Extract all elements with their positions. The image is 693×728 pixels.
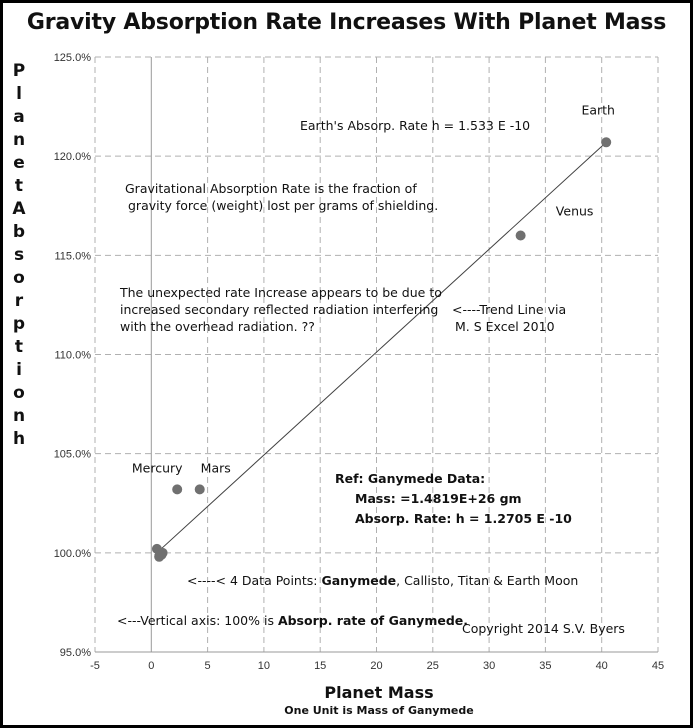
axes	[95, 57, 658, 653]
chart-title: Gravity Absorption Rate Increases With P…	[26, 10, 667, 35]
tick-labels: -5 0 5 10 15 20 25 30 35 40 45 95.0% 100.0% 105.0% 110…	[54, 52, 664, 672]
y-tick-label: 110.0%	[55, 350, 92, 362]
y-axis-label-char: p	[12, 314, 26, 334]
x-tick-label: 40	[596, 660, 608, 672]
y-tick-label: 115.0%	[55, 250, 92, 262]
point-label-mercury: Mercury	[132, 460, 183, 475]
data-point	[156, 549, 167, 560]
y-tick-label: 125.0%	[54, 52, 92, 64]
x-axis-sublabel: One Unit is Mass of Ganymede	[284, 704, 474, 717]
unexpected-line-1: The unexpected rate Increase appears to …	[119, 285, 442, 300]
vertical-axis-note: <---Vertical axis: 100% is Absorp. rate …	[117, 613, 468, 628]
y-axis-label-char: h	[12, 429, 26, 449]
point-labels: Mercury Mars Venus Earth	[132, 102, 615, 475]
data-point-mercury	[172, 484, 183, 495]
x-tick-label: 45	[652, 660, 664, 672]
y-tick-label: 120.0%	[54, 151, 92, 163]
x-tick-label: 25	[427, 660, 439, 672]
x-tick-label: -5	[90, 660, 100, 672]
earth-rate-note: Earth's Absorp. Rate h = 1.533 E -10	[300, 118, 530, 133]
definition-line-2: gravity force (weight) lost per grams of…	[128, 198, 438, 213]
unexpected-line-2: increased secondary reflected radiation …	[120, 302, 438, 317]
y-axis-label-char: e	[13, 153, 25, 173]
trend-line	[154, 141, 607, 556]
data-points-note: <----< 4 Data Points: Ganymede, Callisto…	[187, 573, 578, 588]
y-axis-label-char: A	[12, 199, 26, 219]
y-axis-label-char: P	[12, 61, 26, 81]
y-axis-label-char: l	[16, 84, 22, 104]
trend-note-2: M. S Excel 2010	[455, 319, 555, 334]
y-axis-label-char: r	[14, 291, 24, 311]
x-axis-label: Planet Mass	[324, 683, 434, 702]
point-label-mars: Mars	[201, 460, 231, 475]
y-axis-label-char: s	[13, 245, 25, 265]
data-point-mars	[194, 484, 205, 495]
ref-title: Ref: Ganymede Data:	[335, 471, 485, 486]
x-tick-label: 15	[314, 660, 326, 672]
y-axis-label-char: o	[13, 383, 25, 403]
definition-line-1: Gravitational Absorption Rate is the fra…	[125, 181, 417, 196]
y-axis-label-char: a	[13, 107, 25, 127]
x-tick-label: 0	[148, 660, 154, 672]
y-axis-label-char: t	[14, 176, 24, 196]
point-label-earth: Earth	[581, 102, 615, 117]
data-point-venus	[515, 230, 526, 241]
y-tick-label: 95.0%	[60, 647, 91, 659]
y-axis-label-char: b	[12, 222, 26, 242]
y-axis-label-char: i	[16, 360, 22, 380]
y-tick-label: 100.0%	[54, 548, 92, 560]
ref-rate: Absorp. Rate: h = 1.2705 E -10	[355, 511, 572, 526]
unexpected-line-3: with the overhead radiation. ??	[120, 319, 315, 334]
x-tick-label: 35	[539, 660, 551, 672]
y-axis-label-char: n	[12, 406, 26, 426]
y-axis-label-char: o	[13, 268, 25, 288]
x-tick-label: 30	[483, 660, 495, 672]
x-tick-label: 20	[370, 660, 382, 672]
ref-mass: Mass: =1.4819E+26 gm	[355, 491, 522, 506]
trend-note-1: <----Trend Line via	[452, 302, 566, 317]
data-point-earth	[601, 137, 612, 148]
grid-lines	[94, 56, 659, 652]
x-tick-label: 10	[258, 660, 270, 672]
copyright-note: Copyright 2014 S.V. Byers	[462, 621, 625, 636]
y-tick-label: 105.0%	[54, 449, 92, 461]
y-axis-label-char: t	[14, 337, 24, 357]
y-axis-label-char: n	[12, 130, 26, 150]
point-label-venus: Venus	[556, 204, 594, 219]
x-tick-label: 5	[205, 660, 211, 672]
data-points	[151, 137, 612, 562]
